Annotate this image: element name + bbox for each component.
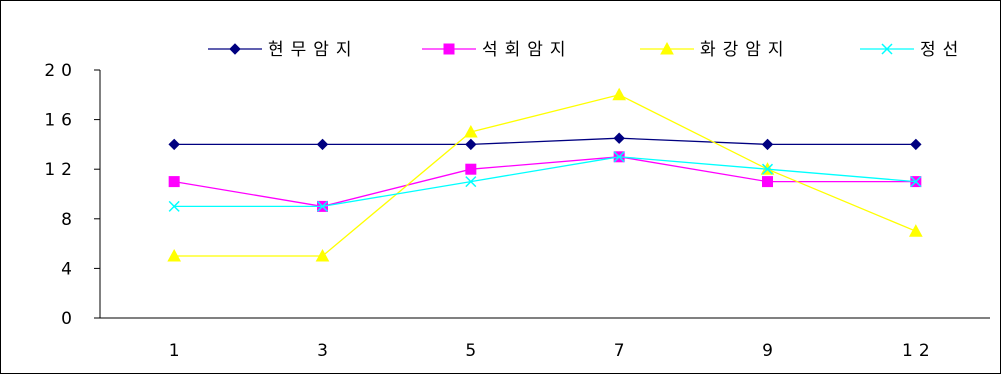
data-point-x xyxy=(168,200,180,212)
data-point-x xyxy=(910,176,922,188)
data-point-triangle xyxy=(612,87,627,101)
legend-label: 정선 xyxy=(920,40,965,60)
series-line xyxy=(174,156,916,208)
data-point-diamond xyxy=(613,132,625,144)
legend-item: 석회암지 xyxy=(422,40,573,60)
data-point-diamond xyxy=(465,138,477,151)
legend-label: 현무암지 xyxy=(268,40,359,60)
data-point-x xyxy=(881,43,893,55)
x-tick-label: 9 xyxy=(762,341,779,361)
x-tick-label: 7 xyxy=(614,341,631,361)
data-point-square xyxy=(443,43,455,55)
legend-label: 화강암지 xyxy=(700,40,791,60)
data-point-x xyxy=(465,176,477,188)
series-1 xyxy=(168,132,922,151)
series-line xyxy=(174,156,916,208)
y-tick-label: 16 xyxy=(44,111,78,131)
data-point-diamond xyxy=(910,138,922,151)
series-4 xyxy=(168,151,922,212)
data-point-triangle xyxy=(660,41,674,55)
y-tick-label: 0 xyxy=(61,309,78,329)
y-tick-label: 12 xyxy=(44,160,78,180)
data-point-triangle xyxy=(463,124,478,138)
data-point-diamond xyxy=(168,138,180,151)
legend-item: 화강암지 xyxy=(640,40,791,60)
data-point-triangle xyxy=(167,248,182,262)
data-point-x xyxy=(613,151,625,163)
x-tick-label: 3 xyxy=(317,341,334,361)
series-layer xyxy=(167,87,923,262)
data-point-square xyxy=(168,176,180,188)
x-tick-label: 12 xyxy=(902,341,936,361)
data-point-diamond xyxy=(761,138,774,151)
axes: 0 4 8 12 16 20 1 3 5 7 9 12 xyxy=(44,61,990,361)
y-tick-label: 4 xyxy=(61,259,78,279)
x-tick-label: 1 xyxy=(169,341,186,361)
series-line xyxy=(174,137,916,146)
legend-item: 정선 xyxy=(860,40,965,60)
x-tick-label: 5 xyxy=(465,341,482,361)
data-point-square xyxy=(762,176,773,188)
legend: 현무암지 석회암지 화강암지 정선 xyxy=(208,40,965,60)
y-tick-label: 20 xyxy=(44,61,78,81)
data-point-diamond xyxy=(316,138,329,151)
data-point-diamond xyxy=(229,43,241,55)
legend-label: 석회암지 xyxy=(482,40,573,60)
data-point-triangle xyxy=(315,248,330,262)
data-point-x xyxy=(316,200,329,212)
data-point-square xyxy=(465,163,477,175)
data-point-x xyxy=(761,163,774,175)
legend-item: 현무암지 xyxy=(208,40,359,60)
data-point-triangle xyxy=(908,224,923,237)
series-line xyxy=(174,94,917,257)
y-tick-label: 8 xyxy=(61,210,78,230)
